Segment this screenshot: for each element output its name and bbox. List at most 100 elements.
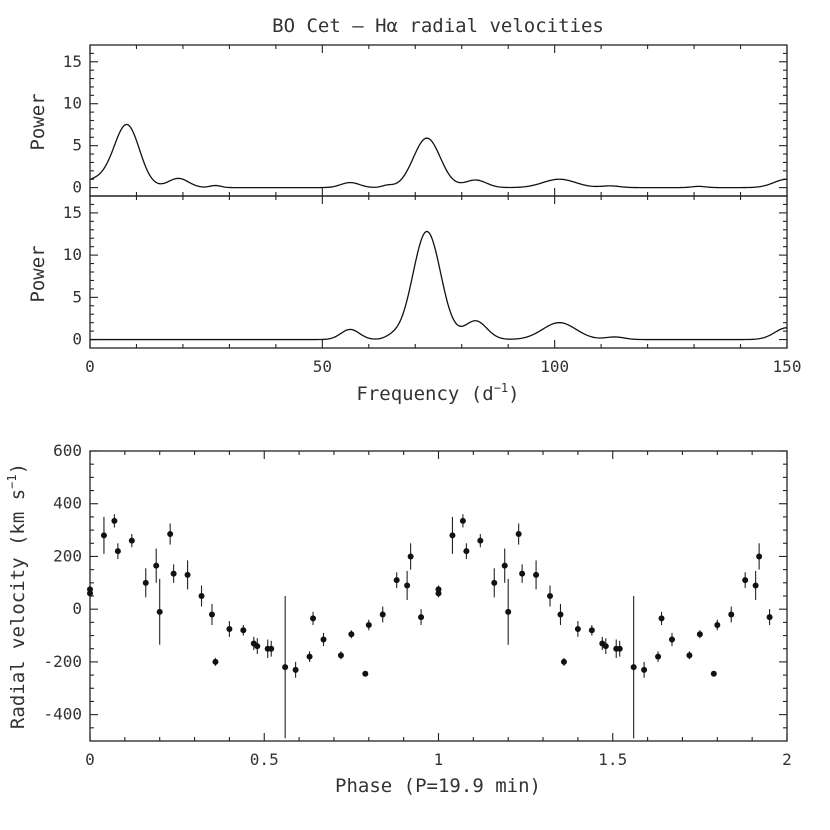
rv-data-point (310, 615, 317, 622)
rv-data-point (602, 643, 609, 650)
rv-data-point (477, 537, 484, 544)
radial-velocity-panel: 0 0.5 1 1.5 2 -400 -200 0 200 400 600 (43, 441, 791, 769)
rv-data-point (766, 614, 773, 621)
rv-data-point (320, 636, 327, 643)
rv-data-point (142, 579, 149, 586)
rv-data-point (337, 652, 344, 659)
middle-periodogram-x-tick-label: 150 (773, 357, 802, 376)
rv-data-point (547, 593, 554, 599)
rv-data-point (574, 625, 581, 632)
middle-periodogram-curve (90, 230, 788, 341)
top-periodogram-panel: 0 5 10 15 Power (27, 44, 788, 197)
rv-data-point (226, 625, 233, 632)
rv-data-point (756, 553, 763, 560)
rv-data-point (714, 622, 721, 628)
rv-y-tick-label: 200 (53, 546, 82, 565)
rv-data-point (418, 614, 425, 621)
rv-data-point (449, 532, 456, 539)
rv-data-point (710, 670, 717, 677)
top-periodogram-curve (89, 123, 788, 189)
rv-data-point (184, 571, 191, 578)
rv-data-point (501, 562, 508, 569)
rv-data-point (156, 608, 163, 615)
top-periodogram-y-axis-label: Power (27, 93, 49, 150)
rv-data-point (686, 652, 693, 659)
rv-x-tick-label: 2 (782, 750, 792, 769)
rv-data-point (379, 611, 386, 618)
rv-data-point (560, 658, 567, 665)
top-periodogram-y-tick-label: 10 (63, 94, 82, 113)
rv-x-tick-label: 0 (85, 750, 95, 769)
rv-x-tick-label: 0.5 (250, 750, 279, 769)
rv-data-point (167, 531, 174, 538)
phase-axis-label: Phase (P=19.9 min) (335, 775, 541, 797)
rv-data-point (696, 631, 703, 638)
rv-data-point (515, 531, 522, 538)
middle-periodogram-y-tick-label: 10 (63, 245, 82, 264)
middle-periodogram-x-tick-label: 0 (85, 357, 95, 376)
rv-data-point (491, 579, 498, 586)
rv-data-point (407, 553, 414, 560)
top-periodogram-y-tick-label: 5 (72, 136, 82, 155)
rv-data-point (128, 537, 135, 544)
top-periodogram-y-tick-label: 15 (63, 52, 82, 71)
rv-data-point (668, 636, 675, 643)
rv-data-point (393, 577, 400, 584)
rv-data-point (404, 582, 411, 589)
rv-data-point (658, 615, 665, 622)
rv-y-tick-label: -200 (43, 652, 82, 671)
rv-data-point (752, 582, 759, 589)
rv-data-point (519, 570, 526, 577)
top-periodogram-y-tick-label: 0 (72, 178, 82, 197)
middle-periodogram-y-axis-label: Power (27, 245, 49, 302)
rv-data-point (365, 622, 372, 628)
rv-data-point (306, 653, 313, 660)
rv-data-point (292, 666, 299, 673)
rv-data-point (170, 570, 177, 577)
middle-periodogram-y-tick-label: 15 (63, 203, 82, 222)
rv-data-point (655, 653, 662, 660)
rv-data-point (282, 664, 289, 671)
rv-data-point (114, 548, 121, 555)
rv-data-point (742, 577, 749, 584)
rv-data-point (630, 664, 637, 671)
rv-data-point (459, 517, 466, 524)
middle-periodogram-panel: 0 50 100 150 0 5 10 15 Power (27, 195, 802, 376)
rv-data-point (268, 645, 275, 652)
rv-data-point (348, 631, 355, 638)
rv-data-point (111, 517, 118, 524)
rv-data-point (240, 627, 247, 634)
rv-y-tick-label: -400 (43, 705, 82, 724)
rv-data-point (505, 608, 512, 615)
rv-data-point (362, 670, 369, 677)
rv-data-point (435, 590, 442, 597)
rv-x-tick-label: 1.5 (598, 750, 627, 769)
middle-periodogram-x-tick-label: 50 (313, 357, 332, 376)
rv-y-tick-label: 600 (53, 441, 82, 460)
rv-data-point (153, 562, 160, 569)
rv-data-point (208, 611, 215, 618)
middle-periodogram-y-tick-label: 5 (72, 287, 82, 306)
rv-data-point (641, 666, 648, 673)
rv-y-tick-label: 400 (53, 494, 82, 513)
top-periodogram-frame (89, 44, 788, 197)
middle-periodogram-y-tick-label: 0 (72, 330, 82, 349)
rv-data-point (212, 658, 219, 665)
rv-data-point (588, 627, 595, 634)
middle-periodogram-x-tick-label: 100 (540, 357, 569, 376)
rv-data-point (557, 611, 564, 618)
middle-periodogram-frame (89, 195, 788, 349)
rv-data-point (254, 643, 261, 650)
chart-title: BO Cet – Hα radial velocities (272, 15, 604, 37)
rv-data-point (463, 548, 470, 555)
radial-velocity-axis-label: Radial velocity (km s−1) (5, 463, 29, 729)
rv-data-point (87, 590, 93, 597)
rv-data-point (533, 571, 540, 578)
frequency-axis-label: Frequency (d−1) (356, 381, 519, 405)
rv-data-point (728, 611, 735, 618)
rv-data-point (198, 593, 205, 599)
rv-x-tick-label: 1 (434, 750, 444, 769)
rv-y-tick-label: 0 (72, 599, 82, 618)
rv-data-point (100, 532, 107, 539)
